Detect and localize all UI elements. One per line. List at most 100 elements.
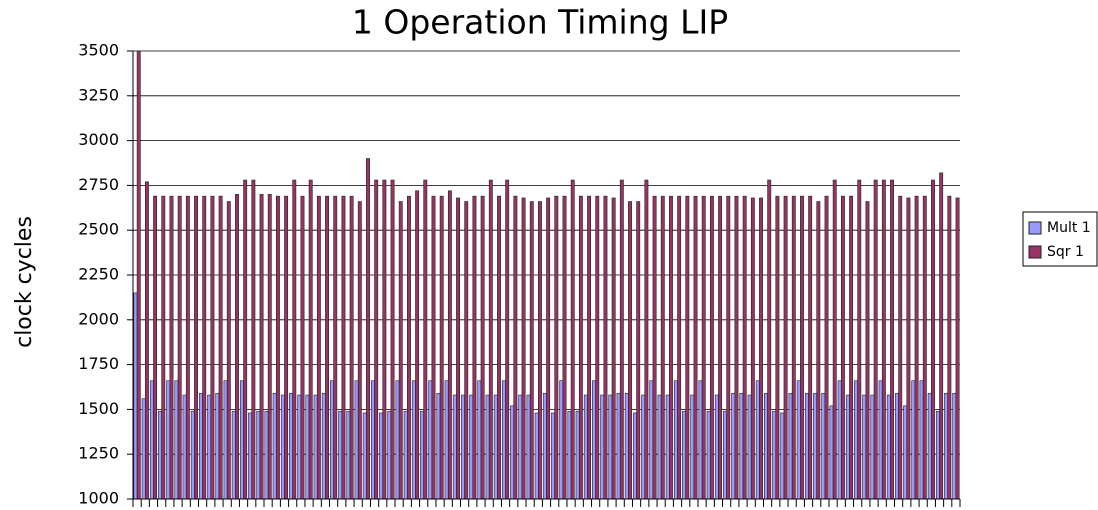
bar bbox=[739, 392, 744, 500]
bar bbox=[305, 394, 310, 500]
bar bbox=[788, 392, 793, 500]
bar bbox=[284, 195, 289, 500]
bar bbox=[297, 394, 302, 500]
bar bbox=[919, 380, 924, 500]
bar bbox=[235, 194, 239, 500]
bar bbox=[870, 394, 875, 500]
bar bbox=[497, 195, 501, 500]
bar bbox=[832, 179, 837, 500]
bar bbox=[939, 172, 944, 500]
bar bbox=[210, 195, 215, 500]
bar bbox=[259, 194, 264, 500]
bar bbox=[477, 380, 482, 500]
bar bbox=[158, 410, 162, 500]
bar bbox=[357, 201, 362, 500]
bar bbox=[583, 394, 588, 500]
bar bbox=[485, 394, 490, 500]
bar bbox=[873, 179, 878, 500]
bar bbox=[366, 158, 370, 500]
bar bbox=[275, 195, 280, 500]
bar bbox=[845, 394, 850, 500]
legend-swatch bbox=[1028, 245, 1042, 259]
bar bbox=[767, 179, 772, 500]
bar bbox=[447, 190, 452, 500]
bar bbox=[677, 195, 682, 500]
bar bbox=[505, 179, 510, 500]
bar bbox=[837, 380, 842, 500]
bar bbox=[542, 392, 547, 500]
y-tick-label: 2250 bbox=[78, 265, 119, 284]
bar bbox=[169, 195, 174, 500]
bar bbox=[161, 195, 166, 500]
bar bbox=[600, 394, 605, 500]
bar bbox=[698, 380, 703, 500]
bar bbox=[922, 195, 927, 500]
bar bbox=[821, 392, 826, 500]
bar bbox=[578, 195, 583, 500]
bar bbox=[723, 410, 727, 500]
bar bbox=[690, 394, 695, 500]
y-tick-label: 2500 bbox=[78, 220, 119, 239]
legend-label: Sqr 1 bbox=[1047, 244, 1084, 260]
bar bbox=[431, 195, 436, 500]
bar bbox=[248, 412, 253, 500]
bar bbox=[436, 392, 441, 500]
bar bbox=[313, 394, 318, 500]
bar bbox=[644, 179, 649, 500]
bar bbox=[772, 410, 777, 500]
bar bbox=[829, 405, 834, 500]
bar bbox=[898, 195, 903, 500]
bar bbox=[316, 195, 321, 500]
bar bbox=[796, 380, 801, 500]
bar bbox=[641, 394, 646, 500]
bar bbox=[800, 195, 804, 500]
bar bbox=[652, 195, 657, 500]
bar bbox=[906, 197, 911, 500]
bar bbox=[665, 394, 670, 500]
bar bbox=[750, 197, 755, 500]
bar bbox=[824, 195, 829, 500]
bar bbox=[890, 179, 894, 500]
bar bbox=[330, 380, 334, 500]
bar bbox=[149, 380, 154, 500]
bar bbox=[346, 410, 351, 500]
bar bbox=[390, 179, 395, 500]
bar bbox=[395, 380, 400, 500]
bar bbox=[308, 179, 313, 500]
bar bbox=[857, 179, 862, 500]
bar bbox=[272, 392, 277, 500]
legend-swatch bbox=[1028, 221, 1042, 235]
bar bbox=[952, 392, 957, 500]
bar bbox=[469, 394, 474, 500]
bar bbox=[526, 394, 531, 500]
bar bbox=[886, 394, 891, 500]
bar bbox=[570, 179, 575, 500]
bar bbox=[136, 50, 141, 500]
y-tick-label: 1500 bbox=[78, 399, 119, 418]
bar bbox=[379, 412, 384, 500]
bar bbox=[411, 380, 416, 500]
bar bbox=[714, 394, 719, 500]
bar bbox=[501, 380, 506, 500]
bar bbox=[264, 410, 269, 500]
bar bbox=[554, 195, 559, 500]
y-tick-label: 3500 bbox=[78, 41, 119, 60]
bar bbox=[256, 410, 261, 500]
bar bbox=[464, 201, 469, 500]
y-axis-label: clock cycles bbox=[12, 216, 37, 348]
bar bbox=[518, 394, 523, 500]
bar bbox=[153, 195, 158, 500]
bar bbox=[914, 195, 919, 500]
bar bbox=[133, 292, 138, 500]
y-tick-label: 3000 bbox=[78, 130, 119, 149]
bar bbox=[747, 394, 752, 500]
bar bbox=[693, 195, 698, 500]
bar bbox=[174, 380, 179, 500]
bar bbox=[354, 380, 359, 500]
bar bbox=[215, 392, 220, 500]
bar bbox=[701, 195, 706, 500]
bar bbox=[840, 195, 845, 500]
bar bbox=[709, 195, 714, 500]
